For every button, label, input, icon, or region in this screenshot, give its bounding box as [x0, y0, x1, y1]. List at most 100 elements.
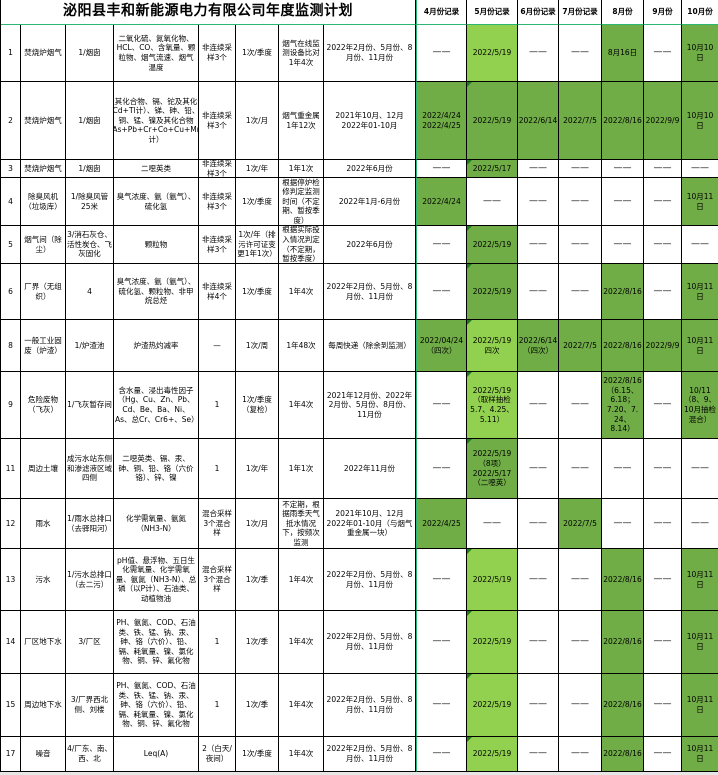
month-record-cell[interactable]: —— [644, 674, 682, 737]
cell-source-name[interactable]: 一般工业固废（炉渣） [21, 320, 66, 372]
month-record-cell[interactable]: —— [559, 226, 602, 264]
sheet-title[interactable]: 泌阳县丰和新能源电力有限公司年度监测计划 [1, 0, 416, 25]
cell-annual-count[interactable]: 1年4次 [279, 264, 324, 320]
cell-frequency[interactable]: 1次/季度 [236, 737, 279, 772]
month-record-cell[interactable]: —— [416, 160, 467, 178]
cell-frequency[interactable]: 1次/季 [236, 611, 279, 674]
cell-annual-count[interactable]: 1年1次 [279, 439, 324, 499]
cell-frequency[interactable]: 1次/年 [236, 160, 279, 178]
cell-monitoring-items[interactable]: 臭气浓度、氨（氨气）、硫化氢 [114, 178, 199, 226]
month-record-cell[interactable]: —— [602, 439, 644, 499]
month-record-cell[interactable]: —— [518, 178, 559, 226]
month-record-cell[interactable]: —— [559, 160, 602, 178]
cell-sample-count[interactable]: 1 [199, 372, 236, 439]
month-header-cell[interactable]: 4月份记录 [416, 0, 467, 25]
month-record-cell[interactable]: 10月11日 [682, 320, 718, 372]
cell-source-name[interactable]: 厂界（无组织） [21, 264, 66, 320]
cell-point-count[interactable]: 4 [66, 264, 114, 320]
cell-point-count[interactable]: 成污水站东侧和渗滤液区域四侧 [66, 439, 114, 499]
month-record-cell[interactable]: —— [559, 611, 602, 674]
month-record-cell[interactable]: —— [518, 226, 559, 264]
cell-point-count[interactable]: 4/厂东、南、西、北 [66, 737, 114, 772]
month-record-cell[interactable]: 2022/9/9 [644, 82, 682, 160]
cell-monitoring-items[interactable]: 化学需氧量、氨氮（NH3-N） [114, 499, 199, 549]
cell-source-name[interactable]: 焚烧炉烟气 [21, 160, 66, 178]
month-header-cell[interactable]: 10月份 [682, 0, 718, 25]
month-record-cell[interactable]: —— [416, 674, 467, 737]
month-record-cell[interactable]: 2022/6/14 [518, 82, 559, 160]
cell-monitoring-items[interactable]: 二噁英类、镉、汞、砷、铜、铅、铬（六价铬）、锌、镍 [114, 439, 199, 499]
cell-sample-count[interactable]: 非连续采样3个 [199, 160, 236, 178]
cell-row-number[interactable]: 11 [1, 439, 21, 499]
month-record-cell[interactable]: —— [416, 264, 467, 320]
month-record-cell[interactable]: —— [682, 160, 718, 178]
month-record-cell[interactable]: —— [416, 549, 467, 611]
month-record-cell[interactable]: 2022/8/16 [602, 320, 644, 372]
month-record-cell[interactable]: —— [602, 160, 644, 178]
cell-monitoring-items[interactable]: PH、氨氮、COD、石油类、铁、锰、钠、汞、砷、铬（六价）、铅、镉、耗氧量、镍、… [114, 674, 199, 737]
month-record-cell[interactable]: —— [416, 226, 467, 264]
month-record-cell[interactable]: —— [559, 372, 602, 439]
month-record-cell[interactable]: —— [559, 264, 602, 320]
cell-monitoring-items[interactable]: 含水量、浸出毒性因子（Hg、Cu、Zn、Pb、Cd、Be、Ba、Ni、As、总C… [114, 372, 199, 439]
cell-point-count[interactable]: 3/厂界西北侧、刘楼 [66, 674, 114, 737]
cell-row-number[interactable]: 3 [1, 160, 21, 178]
month-record-cell[interactable]: —— [518, 549, 559, 611]
cell-sample-count[interactable]: 1 [199, 439, 236, 499]
month-record-cell[interactable]: 2022/8/16 [602, 264, 644, 320]
cell-frequency[interactable]: 1次/季度（复检） [236, 372, 279, 439]
cell-monitoring-items[interactable]: Leq(A) [114, 737, 199, 772]
cell-annual-count[interactable]: 1年48次 [279, 320, 324, 372]
cell-annual-count[interactable]: 烟气在线监测设备比对1年4次 [279, 25, 324, 82]
month-header-cell[interactable]: 6月份记录 [518, 0, 559, 25]
cell-source-name[interactable]: 噪音 [21, 737, 66, 772]
month-record-cell[interactable]: —— [518, 160, 559, 178]
month-record-cell[interactable]: 10月11日 [682, 674, 718, 737]
horizontal-scrollbar[interactable] [0, 772, 718, 775]
month-record-cell[interactable]: —— [682, 499, 718, 549]
month-record-cell[interactable]: 2022/8/16 [602, 82, 644, 160]
month-record-cell[interactable]: —— [644, 178, 682, 226]
cell-point-count[interactable]: 1/雨水总排口（去驿阳河） [66, 499, 114, 549]
cell-source-name[interactable]: 危险废物（飞灰） [21, 372, 66, 439]
cell-point-count[interactable]: 3/厂区 [66, 611, 114, 674]
month-record-cell[interactable]: 2022/7/5 [559, 82, 602, 160]
month-record-cell[interactable]: 2022/5/19 [467, 737, 518, 772]
month-record-cell[interactable]: 2022/5/19 [467, 82, 518, 160]
cell-planned-months[interactable]: 2021年10月、12月 2022年01-10月 [324, 82, 416, 160]
cell-sample-count[interactable]: 混合采样3个混合样 [199, 549, 236, 611]
month-record-cell[interactable]: —— [518, 737, 559, 772]
cell-row-number[interactable]: 14 [1, 611, 21, 674]
cell-row-number[interactable]: 8 [1, 320, 21, 372]
month-record-cell[interactable]: 2022/5/19 四次 [467, 320, 518, 372]
cell-source-name[interactable]: 厂区地下水 [21, 611, 66, 674]
cell-row-number[interactable]: 9 [1, 372, 21, 439]
cell-source-name[interactable]: 烟气间（除尘） [21, 226, 66, 264]
month-record-cell[interactable]: —— [644, 264, 682, 320]
cell-frequency[interactable]: 1次/季 [236, 674, 279, 737]
cell-point-count[interactable]: 1/除臭风管25米 [66, 178, 114, 226]
month-record-cell[interactable]: —— [416, 439, 467, 499]
month-record-cell[interactable]: 8月16日 [602, 25, 644, 82]
month-record-cell[interactable]: —— [602, 499, 644, 549]
month-header-cell[interactable]: 9月份 [644, 0, 682, 25]
cell-annual-count[interactable]: 根据停炉检修判定监测时间（不定期、暂按季度） [279, 178, 324, 226]
month-record-cell[interactable]: —— [644, 372, 682, 439]
month-record-cell[interactable]: 2022/6/14 （四次） [518, 320, 559, 372]
cell-sample-count[interactable]: 非连续采样3个 [199, 178, 236, 226]
cell-frequency[interactable]: 1次/月 [236, 82, 279, 160]
cell-sample-count[interactable]: 1 [199, 674, 236, 737]
month-record-cell[interactable]: —— [518, 25, 559, 82]
cell-sample-count[interactable]: 非连续采样3个 [199, 226, 236, 264]
cell-annual-count[interactable]: 1年4次 [279, 372, 324, 439]
month-record-cell[interactable]: —— [416, 611, 467, 674]
month-record-cell[interactable]: 2022/5/19（8项） 2022/5/17 （二噁英） [467, 439, 518, 499]
cell-monitoring-items[interactable]: 炉渣热灼减率 [114, 320, 199, 372]
cell-sample-count[interactable]: 非连续采样4个 [199, 264, 236, 320]
cell-row-number[interactable]: 15 [1, 674, 21, 737]
cell-planned-months[interactable]: 2022年2月份、5月份、8月份、11月份 [324, 549, 416, 611]
month-record-cell[interactable]: 10月10日 [682, 25, 718, 82]
month-record-cell[interactable]: —— [602, 178, 644, 226]
cell-monitoring-items[interactable]: 颗粒物 [114, 226, 199, 264]
month-record-cell[interactable]: —— [559, 549, 602, 611]
